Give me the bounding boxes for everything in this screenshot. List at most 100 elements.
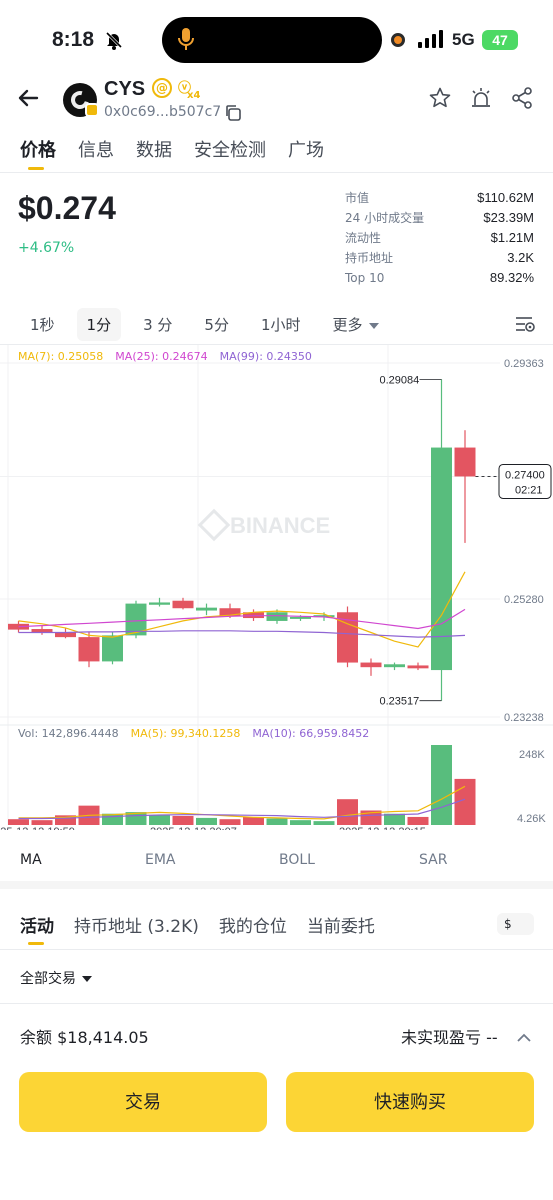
back-arrow-icon[interactable] (16, 86, 40, 114)
ma7-legend: MA(7): 0.25058 (18, 350, 104, 363)
activity-tabs: 活动 持币地址 (3.2K) 我的仓位 当前委托 (20, 912, 375, 937)
candle-body (125, 603, 147, 636)
network-type: 5G (452, 30, 475, 49)
favorite-star-icon[interactable] (428, 86, 452, 114)
low-price-label: 0.23517 (380, 696, 420, 708)
tab-my-positions[interactable]: 我的仓位 (218, 917, 287, 937)
candle-body (55, 632, 76, 638)
candle-body (102, 635, 123, 662)
volume-bar (337, 799, 358, 825)
candle-body (31, 629, 53, 633)
volume-bar (196, 817, 217, 825)
interval-more[interactable]: 更多 (323, 308, 389, 341)
volume-axis-label: 248K (519, 749, 545, 761)
tab-activity[interactable]: 活动 (20, 917, 54, 937)
volume-bar (243, 816, 264, 825)
trade-button[interactable]: 交易 (19, 1072, 267, 1132)
quick-buy-button[interactable]: 快速购买 (286, 1072, 534, 1132)
chart-settings-icon[interactable] (514, 314, 536, 338)
price-axis-label: 0.23238 (504, 712, 544, 724)
indicator-boll[interactable]: BOLL (279, 852, 315, 868)
tab-underline (28, 167, 44, 170)
volume-bar (31, 820, 53, 825)
interval-3m[interactable]: 3 分 (143, 316, 173, 334)
candle-body (172, 600, 194, 609)
currency-toggle[interactable]: $ (497, 913, 534, 935)
price-alert-icon[interactable] (469, 86, 493, 114)
current-price-box (498, 463, 552, 499)
token-symbol: CYS (104, 78, 146, 100)
high-price-label: 0.29084 (380, 374, 420, 386)
vol-ma5-legend: MA(5): 99,340.1258 (130, 727, 241, 740)
volume-bar (313, 821, 335, 825)
ma99-legend: MA(99): 0.24350 (219, 350, 312, 363)
candle-body (219, 608, 241, 617)
indicator-ma[interactable]: MA (20, 852, 42, 868)
indicator-sar[interactable]: SAR (419, 852, 448, 868)
volume-bar (8, 819, 29, 825)
candle-body (360, 662, 382, 668)
tab-price[interactable]: 价格 (20, 140, 56, 161)
volume-bar (407, 816, 429, 825)
candle-body (196, 607, 217, 611)
divider (0, 949, 553, 950)
interval-selector: 1秒 1分 3 分 5分 1小时 更多 (20, 308, 401, 341)
chevron-up-icon[interactable] (517, 1028, 531, 1047)
current-price: $0.274 (18, 190, 116, 226)
ma99-line (18, 630, 466, 638)
volume-bar (454, 778, 476, 825)
interval-5m[interactable]: 5分 (204, 316, 229, 334)
status-time: 8:18 (52, 28, 95, 51)
interval-1h[interactable]: 1小时 (260, 316, 301, 334)
candle-body (8, 623, 29, 630)
volume-bar (384, 813, 405, 825)
recording-indicator-icon (391, 33, 405, 47)
volume-bar (360, 810, 382, 825)
vol-legend: Vol: 142,896.4448 (18, 727, 119, 740)
tab-info[interactable]: 信息 (78, 140, 114, 161)
contract-address: 0x0c69...b507c7 (104, 104, 222, 120)
vol-ma10-legend: MA(10): 66,959.8452 (252, 727, 370, 740)
candle-body (407, 665, 429, 669)
price-axis-label: 0.29363 (504, 358, 544, 370)
ma25-legend: MA(25): 0.24674 (115, 350, 208, 363)
tab-open-orders[interactable]: 当前委托 (306, 917, 375, 937)
copy-icon[interactable] (224, 104, 242, 126)
alpha-badge-icon: @ (152, 78, 172, 98)
price-axis-label: 0.25280 (504, 594, 544, 606)
cellular-signal-icon (418, 30, 443, 48)
bell-muted-icon (104, 30, 124, 54)
stat-row-top10: Top 10 89.32% (345, 270, 534, 285)
time-axis-label: 2025-12-12 20:07 (150, 826, 237, 830)
trade-filter-dropdown[interactable]: 全部交易 (20, 968, 92, 988)
candle-body (290, 616, 311, 619)
candle-body (266, 612, 288, 621)
volume-bar (431, 745, 452, 825)
tab-holders[interactable]: 持币地址 (3.2K) (74, 917, 199, 937)
volume-bar (290, 820, 311, 825)
interval-1m[interactable]: 1分 (76, 308, 122, 341)
tab-underline (28, 942, 44, 945)
price-change: +4.67% (18, 240, 75, 256)
tab-data[interactable]: 数据 (136, 140, 172, 161)
share-icon[interactable] (510, 86, 534, 114)
ma7-line (18, 571, 466, 648)
time-axis-label: 2025-12-12 19:59 (0, 826, 75, 830)
chevron-down-icon (368, 322, 379, 329)
volume-bar (172, 815, 194, 825)
vol-ma10-line (18, 798, 466, 820)
tab-security[interactable]: 安全检测 (194, 140, 266, 161)
candlestick-chart[interactable]: BINANCE 0.29363 0.25280 0.23238 0.29084 0.235… (0, 345, 553, 830)
tab-square[interactable]: 广场 (288, 140, 324, 161)
candle-body (78, 637, 100, 662)
dynamic-island (162, 17, 382, 63)
stat-row-liquidity: 流动性 $1.21M (345, 230, 534, 245)
interval-1s[interactable]: 1秒 (30, 316, 55, 334)
ma-legend: MA(7): 0.25058 MA(25): 0.24674 MA(99): 0… (18, 350, 312, 363)
badge-multiplier: x4 (187, 90, 201, 101)
verified-badge-icon: ⓥ (178, 81, 192, 96)
candle-body (431, 447, 452, 671)
volume-bar (266, 818, 288, 825)
countdown-label: 02:21 (515, 484, 543, 496)
indicator-ema[interactable]: EMA (145, 852, 176, 868)
